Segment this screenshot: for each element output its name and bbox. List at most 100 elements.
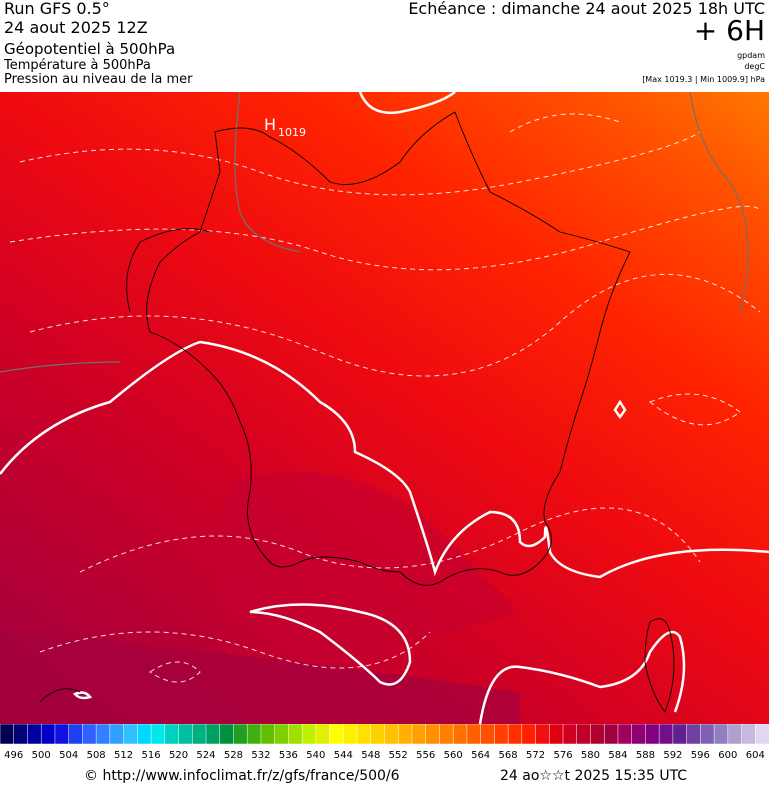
colorbar-cell xyxy=(301,724,317,745)
colorbar-cell xyxy=(480,724,496,745)
colorbar-label: 536 xyxy=(279,750,298,761)
colorbar-cell xyxy=(645,724,660,745)
colorbar-label: 524 xyxy=(196,750,215,761)
colorbar-label: 576 xyxy=(553,750,572,761)
isobars xyxy=(0,92,769,724)
colorbar-cell xyxy=(164,724,180,745)
colorbar-label: 592 xyxy=(663,750,682,761)
temperature-band xyxy=(217,472,520,692)
colorbar-cell xyxy=(233,724,248,745)
colorbar-cell xyxy=(260,724,276,745)
colorbar-cell xyxy=(741,724,757,745)
colorbar-cell xyxy=(246,724,262,745)
colorbar-cell xyxy=(13,724,29,745)
colorbar-cell xyxy=(411,724,427,745)
colorbar-cell xyxy=(700,724,715,745)
colorbar-cell xyxy=(507,724,523,745)
colorbar-cell xyxy=(95,724,111,745)
colorbar-cell xyxy=(549,724,564,745)
colorbar-cell xyxy=(288,724,303,745)
colorbar-cell xyxy=(562,724,578,745)
colorbar-label: 508 xyxy=(87,750,106,761)
colorbar-cell xyxy=(219,724,235,745)
colorbar-label: 564 xyxy=(471,750,490,761)
colorbar-label: 568 xyxy=(499,750,518,761)
colorbar-cell xyxy=(727,724,743,745)
colorbar-label: 500 xyxy=(32,750,51,761)
map: H 1019 xyxy=(0,92,769,724)
colorbar-cell xyxy=(713,724,729,745)
colorbar-cell xyxy=(452,724,468,745)
colorbar-cell xyxy=(27,724,42,745)
colorbar-label: 520 xyxy=(169,750,188,761)
colorbar-cell xyxy=(356,724,372,745)
source-link: © http://www.infoclimat.fr/z/gfs/france/… xyxy=(84,768,400,784)
colorbar-cell xyxy=(329,724,345,745)
colorbar-label: 532 xyxy=(251,750,270,761)
colorbar-cell xyxy=(397,724,413,745)
temperature-band xyxy=(0,632,520,724)
unit-label: degC xyxy=(744,62,765,71)
colorbar-label: 600 xyxy=(718,750,737,761)
lead-time: + 6H xyxy=(693,14,765,47)
run-label: Run GFS 0.5° xyxy=(4,0,110,18)
colorbar-cell xyxy=(603,724,619,745)
colorbar-label: 528 xyxy=(224,750,243,761)
unit-label: gpdam xyxy=(737,51,765,60)
colorbar-cell xyxy=(315,724,331,745)
colorbar: 496 500 504 508 512 516 520 524 528 532 536 540 544 5… xyxy=(0,724,769,761)
pressure-range: [Max 1019.3 | Min 1009.9] hPa xyxy=(642,75,765,84)
colorbar-label: 540 xyxy=(306,750,325,761)
colorbar-cell xyxy=(535,724,551,745)
colorbar-cell xyxy=(274,724,290,745)
colorbar-cell xyxy=(205,724,221,745)
colorbar-cell xyxy=(109,724,125,745)
colorbar-cell xyxy=(521,724,537,745)
colorbar-cell xyxy=(466,724,482,745)
colorbar-cell xyxy=(343,724,358,745)
colorbar-label: 572 xyxy=(526,750,545,761)
colorbar-label: 556 xyxy=(416,750,435,761)
colorbar-label: 584 xyxy=(608,750,627,761)
colorbar-label: 596 xyxy=(691,750,710,761)
colorbar-label: 552 xyxy=(389,750,408,761)
colorbar-cell xyxy=(494,724,509,745)
colorbar-cell xyxy=(686,724,702,745)
colorbar-cell xyxy=(82,724,97,745)
colorbar-cell xyxy=(150,724,166,745)
colorbar-cell xyxy=(631,724,647,745)
field-label: Température à 500hPa xyxy=(4,58,151,73)
colorbar-label: 604 xyxy=(746,750,765,761)
colorbar-cell xyxy=(178,724,193,745)
field-label: Géopotentiel à 500hPa xyxy=(4,40,176,58)
run-date: 24 aout 2025 12Z xyxy=(4,18,148,37)
high-pressure-value: 1019 xyxy=(278,126,306,139)
borders xyxy=(0,92,749,373)
colorbar-label: 548 xyxy=(361,750,380,761)
timestamp: 24 ao☆☆t 2025 15:35 UTC xyxy=(500,768,688,784)
colorbar-cell xyxy=(0,724,15,745)
coastlines xyxy=(39,111,675,713)
colorbar-cell xyxy=(672,724,688,745)
colorbar-cell xyxy=(425,724,441,745)
colorbar-cell xyxy=(370,724,386,745)
colorbar-cell xyxy=(658,724,674,745)
colorbar-cell xyxy=(68,724,84,745)
colorbar-label: 504 xyxy=(59,750,78,761)
colorbar-label: 516 xyxy=(142,750,161,761)
colorbar-label: 544 xyxy=(334,750,353,761)
high-pressure-label: H xyxy=(264,115,276,134)
colorbar-cell xyxy=(123,724,139,745)
field-label: Pression au niveau de la mer xyxy=(4,72,193,87)
colorbar-label: 560 xyxy=(444,750,463,761)
colorbar-cell xyxy=(137,724,152,745)
colorbar-cell xyxy=(439,724,454,745)
colorbar-cell xyxy=(755,724,769,745)
colorbar-cell xyxy=(576,724,592,745)
colorbar-label: 512 xyxy=(114,750,133,761)
colorbar-cell xyxy=(617,724,633,745)
temperature-isolines xyxy=(9,113,761,683)
colorbar-label: 588 xyxy=(636,750,655,761)
colorbar-cell xyxy=(40,724,56,745)
